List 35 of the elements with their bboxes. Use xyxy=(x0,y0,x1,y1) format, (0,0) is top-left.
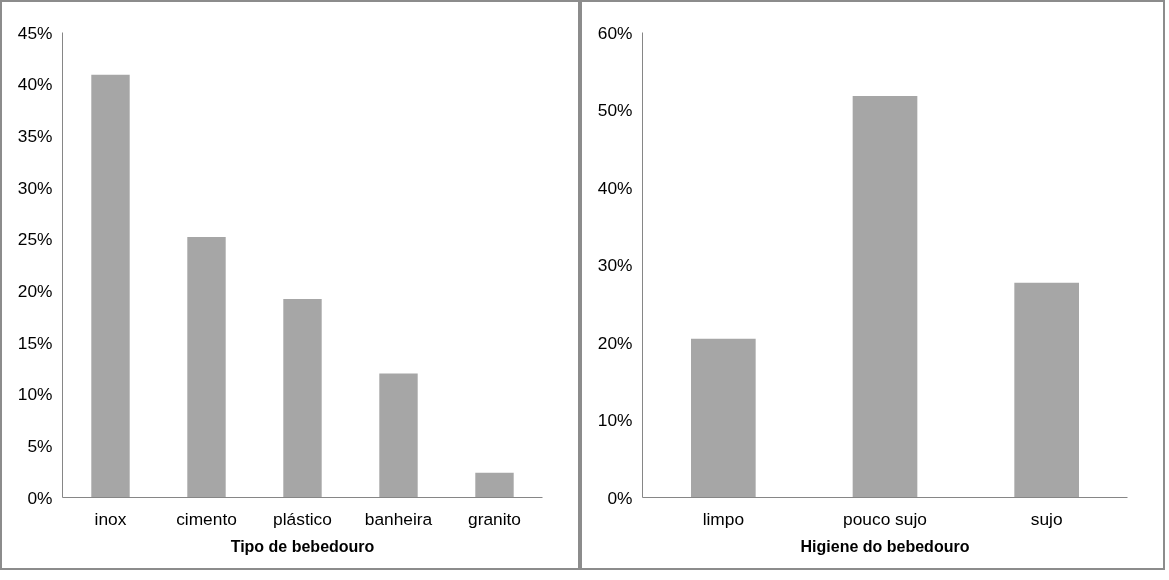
x-tick-label: banheira xyxy=(364,508,433,529)
bar xyxy=(852,96,918,498)
x-axis-title: Higiene do bebedouro xyxy=(800,537,970,555)
bar xyxy=(283,299,322,498)
y-tick-label: 0% xyxy=(27,487,53,508)
y-tick-label: 60% xyxy=(597,22,633,43)
bar xyxy=(691,338,756,498)
y-tick-label: 35% xyxy=(17,125,53,146)
bar xyxy=(475,472,514,498)
y-tick-label: 15% xyxy=(17,332,53,353)
x-tick-label: pouco sujo xyxy=(843,508,927,529)
y-tick-label: 10% xyxy=(597,410,633,430)
y-tick-label: 40% xyxy=(597,177,633,198)
x-tick-label: cimento xyxy=(176,508,237,529)
bar xyxy=(91,74,130,498)
y-tick-label: 10% xyxy=(17,384,53,405)
x-tick-label: plástico xyxy=(273,508,332,529)
y-tick-label: 0% xyxy=(607,487,633,508)
y-tick-label: 20% xyxy=(17,280,53,301)
bar xyxy=(1014,282,1079,498)
x-tick-label: sujo xyxy=(1030,508,1063,529)
y-tick-label: 50% xyxy=(597,100,633,120)
bar xyxy=(187,237,226,498)
y-tick-label: 45% xyxy=(17,22,53,43)
x-tick-label: limpo xyxy=(702,508,745,529)
y-tick-label: 20% xyxy=(597,332,633,353)
y-tick-label: 5% xyxy=(27,435,53,456)
y-tick-label: 25% xyxy=(17,229,53,250)
y-tick-label: 30% xyxy=(17,177,53,198)
x-tick-label: inox xyxy=(94,508,127,529)
x-tick-label: granito xyxy=(468,508,521,529)
y-tick-label: 30% xyxy=(597,255,633,275)
x-axis-title: Tipo de bebedouro xyxy=(230,537,375,555)
bar xyxy=(379,373,418,498)
y-tick-label: 40% xyxy=(17,74,53,95)
